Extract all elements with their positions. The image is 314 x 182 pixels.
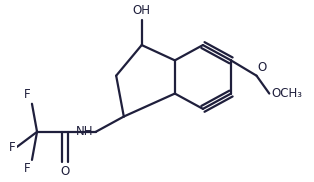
Text: OH: OH [133,4,151,17]
Text: O: O [61,165,70,178]
Text: F: F [9,141,15,154]
Text: OCH₃: OCH₃ [272,87,303,100]
Text: F: F [24,88,31,101]
Text: F: F [24,163,31,175]
Text: O: O [258,61,267,74]
Text: NH: NH [76,125,93,138]
